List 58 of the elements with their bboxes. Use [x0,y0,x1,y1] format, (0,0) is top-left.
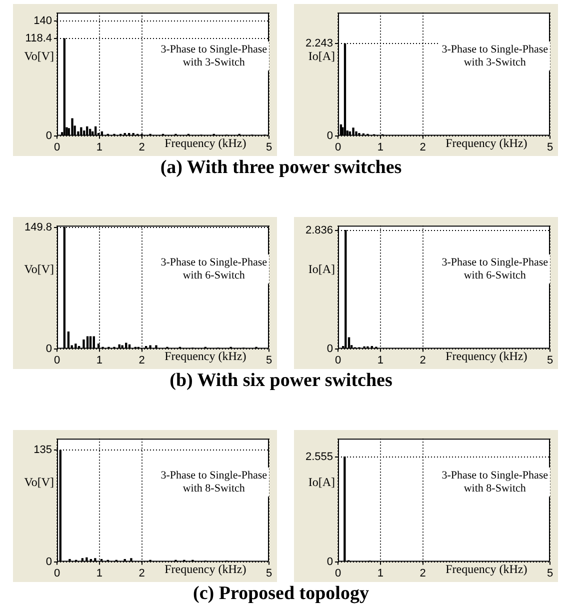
y-tick-label: 2.243 [305,38,333,50]
y-tick-label: 118.4 [25,32,52,45]
x-axis-title: Frequency (kHz) [446,348,528,363]
x-tick-label: 5 [266,141,272,154]
x-tick-label: 2 [420,141,426,154]
x-tick-label: 2 [420,567,426,580]
x-tick-label: 5 [266,567,272,580]
x-axis-title: Frequency (kHz) [164,348,246,363]
y-axis-title: Io[A] [308,262,335,276]
x-tick-label: 5 [546,141,554,154]
x-tick-label: 0 [334,141,342,154]
y-tick-label: 2.836 [305,224,333,236]
y-tick-label: 0 [46,130,52,142]
y-tick-label: 140 [34,14,52,27]
x-tick-label: 1 [96,567,102,580]
x-tick-label: 1 [96,141,102,154]
x-tick-label: 5 [266,354,272,366]
x-tick-label: 5 [546,354,554,366]
y-tick-label: 0 [326,556,333,568]
y-axis-title: Io[A] [308,475,335,490]
annotation: 3-Phase to Single-Phase with 6-Switch [442,256,548,282]
y-tick-label: 149.8 [24,221,52,234]
x-tick-label: 2 [138,567,145,580]
annotation: 3-Phase to Single-Phase with 6-Switch [160,256,268,282]
y-tick-label: 0 [326,342,333,355]
y-axis-title: Vo[V] [24,475,54,490]
x-tick-label: 0 [334,567,342,580]
x-axis-title: Frequency (kHz) [446,562,528,576]
annotation: 3-Phase to Single-Phase with 3-Switch [160,43,268,68]
text: (a) With three power switches [159,157,403,179]
x-axis-title: Frequency (kHz) [164,562,246,576]
y-tick-label: 0 [46,342,52,355]
y-tick-label: 2.555 [305,450,333,463]
y-axis-title: Vo[V] [24,262,54,276]
annotation: 3-Phase to Single-Phase with 3-Switch [442,43,548,68]
x-tick-label: 1 [96,354,102,366]
y-tick-label: 135 [34,444,52,456]
text: (b) With six power switches [168,370,394,392]
x-tick-label: 2 [138,141,145,154]
x-tick-label: 0 [54,141,60,154]
x-axis-title: Frequency (kHz) [164,136,246,150]
y-axis-title: Vo[V] [24,49,54,64]
x-tick-label: 0 [54,354,60,366]
text: (c) Proposed topology [192,583,370,605]
annotation: 3-Phase to Single-Phase with 8-Switch [442,469,548,494]
y-tick-label: 0 [326,130,333,142]
x-tick-label: 2 [138,354,145,366]
x-tick-label: 0 [334,354,342,366]
y-tick-label: 0 [46,556,52,568]
x-tick-label: 1 [377,354,384,366]
x-tick-label: 1 [377,141,384,154]
x-tick-label: 1 [377,567,384,580]
x-tick-label: 0 [54,567,60,580]
annotation: 3-Phase to Single-Phase with 8-Switch [160,469,268,494]
x-tick-label: 5 [546,567,554,580]
y-axis-title: Io[A] [308,49,335,64]
x-tick-label: 2 [420,354,426,366]
x-axis-title: Frequency (kHz) [446,136,528,150]
